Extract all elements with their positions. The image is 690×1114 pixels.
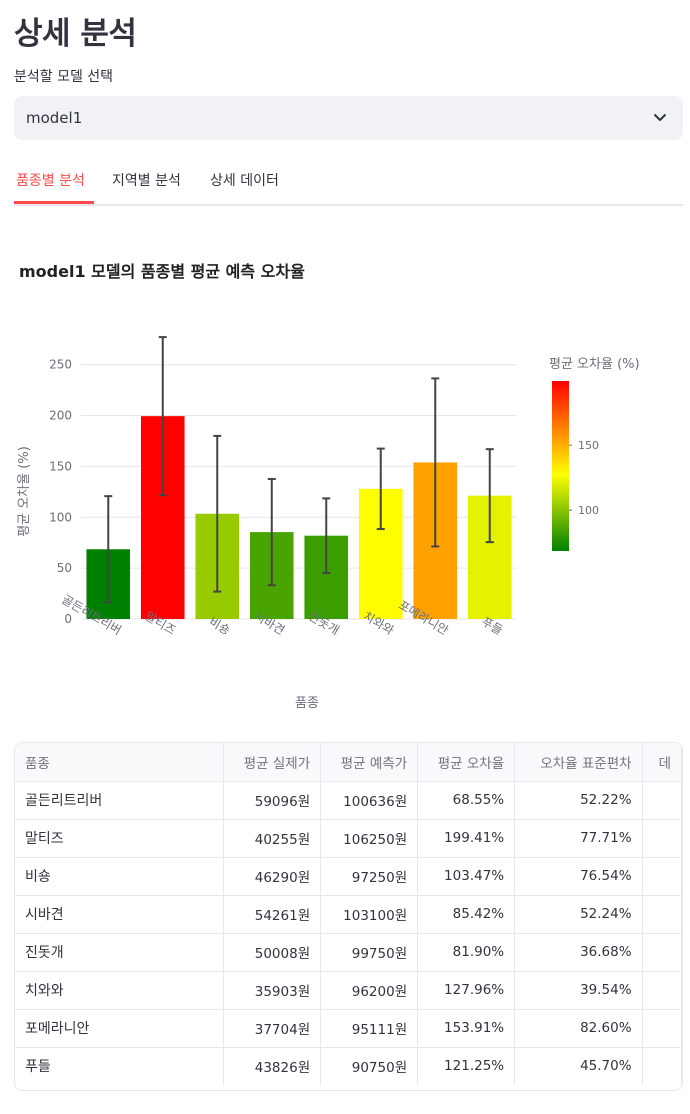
table-cell xyxy=(642,819,682,858)
column-header[interactable]: 평균 예측가 xyxy=(320,743,419,782)
table-cell: 127.96% xyxy=(417,971,516,1010)
model-select-value: model1 xyxy=(26,109,83,127)
table-cell: 68.55% xyxy=(417,781,516,820)
tab-breed-analysis[interactable]: 품종별 분석 xyxy=(16,173,85,189)
y-tick-label: 100 xyxy=(49,510,72,524)
table-cell: 85.42% xyxy=(417,895,516,934)
y-tick-label: 200 xyxy=(49,409,72,423)
table-cell: 골든리트리버 xyxy=(15,781,225,820)
table-cell xyxy=(642,1009,682,1048)
active-tab-indicator xyxy=(14,201,94,204)
chevron-down-icon xyxy=(654,114,666,121)
tab-bar: 품종별 분석 지역별 분석 상세 데이터 xyxy=(14,166,683,206)
table-cell xyxy=(642,895,682,934)
table-row[interactable]: 치와와 35903원 96200원 127.96% 39.54% xyxy=(15,971,682,1010)
y-tick-label: 50 xyxy=(57,561,72,575)
breed-stats-table[interactable]: 품종 평균 실제가 평균 예측가 평균 오차율 오차율 표준편차 데 골든리트리버 5909… xyxy=(14,742,683,1091)
table-cell: 82.60% xyxy=(514,1009,643,1048)
colorbar-title: 평균 오차율 (%) xyxy=(549,357,640,372)
table-cell: 36.68% xyxy=(514,933,643,972)
table-cell: 103100원 xyxy=(320,895,419,934)
colorbar-tick-label: 100 xyxy=(578,504,599,517)
table-cell: 97250원 xyxy=(320,857,419,896)
colorbar-tick-label: 150 xyxy=(578,439,599,452)
table-cell: 40255원 xyxy=(223,819,322,858)
table-cell: 106250원 xyxy=(320,819,419,858)
table-cell: 95111원 xyxy=(320,1009,419,1048)
y-axis-title: 평균 오차율 (%) xyxy=(17,446,32,537)
table-cell: 말티즈 xyxy=(15,819,225,858)
table-cell: 푸들 xyxy=(15,1047,225,1085)
x-axis-title: 품종 xyxy=(295,696,319,711)
column-header[interactable]: 데 xyxy=(642,743,682,782)
table-row[interactable]: 푸들 43826원 90750원 121.25% 45.70% xyxy=(15,1047,682,1085)
column-header[interactable]: 품종 xyxy=(15,743,225,782)
table-cell: 59096원 xyxy=(223,781,322,820)
table-cell: 52.24% xyxy=(514,895,643,934)
table-cell: 39.54% xyxy=(514,971,643,1010)
chart-title: model1 모델의 품종별 평균 예측 오차율 xyxy=(19,262,305,281)
table-cell: 포메라니안 xyxy=(15,1009,225,1048)
table-cell: 153.91% xyxy=(417,1009,516,1048)
table-cell: 진돗개 xyxy=(15,933,225,972)
table-cell: 77.71% xyxy=(514,819,643,858)
y-tick-label: 0 xyxy=(64,612,72,626)
page-title: 상세 분석 xyxy=(14,16,137,52)
table-cell: 199.41% xyxy=(417,819,516,858)
tab-region-analysis[interactable]: 지역별 분석 xyxy=(112,173,181,189)
table-cell: 96200원 xyxy=(320,971,419,1010)
table-cell: 45.70% xyxy=(514,1047,643,1085)
table-cell: 치와와 xyxy=(15,971,225,1010)
table-cell: 46290원 xyxy=(223,857,322,896)
table-cell xyxy=(642,781,682,820)
column-header[interactable]: 평균 오차율 xyxy=(417,743,516,782)
table-row[interactable]: 말티즈 40255원 106250원 199.41% 77.71% xyxy=(15,819,682,858)
table-cell: 54261원 xyxy=(223,895,322,934)
table-cell xyxy=(642,1047,682,1085)
table-cell xyxy=(642,933,682,972)
table-cell: 43826원 xyxy=(223,1047,322,1085)
y-tick-label: 250 xyxy=(49,358,72,372)
table-cell: 99750원 xyxy=(320,933,419,972)
table-row[interactable]: 골든리트리버 59096원 100636원 68.55% 52.22% xyxy=(15,781,682,820)
table-cell: 50008원 xyxy=(223,933,322,972)
table-cell: 37704원 xyxy=(223,1009,322,1048)
colorbar xyxy=(552,381,569,551)
table-cell: 35903원 xyxy=(223,971,322,1010)
table-cell: 76.54% xyxy=(514,857,643,896)
table-row[interactable]: 진돗개 50008원 99750원 81.90% 36.68% xyxy=(15,933,682,972)
table-row[interactable]: 포메라니안 37704원 95111원 153.91% 82.60% xyxy=(15,1009,682,1048)
table-row[interactable]: 비숑 46290원 97250원 103.47% 76.54% xyxy=(15,857,682,896)
table-cell: 81.90% xyxy=(417,933,516,972)
table-row[interactable]: 시바견 54261원 103100원 85.42% 52.24% xyxy=(15,895,682,934)
table-header-row: 품종 평균 실제가 평균 예측가 평균 오차율 오차율 표준편차 데 xyxy=(15,743,682,782)
table-cell: 52.22% xyxy=(514,781,643,820)
model-select-label: 분석할 모델 선택 xyxy=(14,69,114,85)
table-cell: 비숑 xyxy=(15,857,225,896)
y-tick-label: 150 xyxy=(49,459,72,473)
table-cell xyxy=(642,971,682,1010)
table-cell: 121.25% xyxy=(417,1047,516,1085)
table-cell: 103.47% xyxy=(417,857,516,896)
column-header[interactable]: 평균 실제가 xyxy=(223,743,322,782)
tab-detail-data[interactable]: 상세 데이터 xyxy=(210,173,279,189)
table-cell xyxy=(642,857,682,896)
model-select[interactable]: model1 xyxy=(14,96,683,140)
table-cell: 100636원 xyxy=(320,781,419,820)
table-cell: 90750원 xyxy=(320,1047,419,1085)
column-header[interactable]: 오차율 표준편차 xyxy=(514,743,643,782)
table-cell: 시바견 xyxy=(15,895,225,934)
